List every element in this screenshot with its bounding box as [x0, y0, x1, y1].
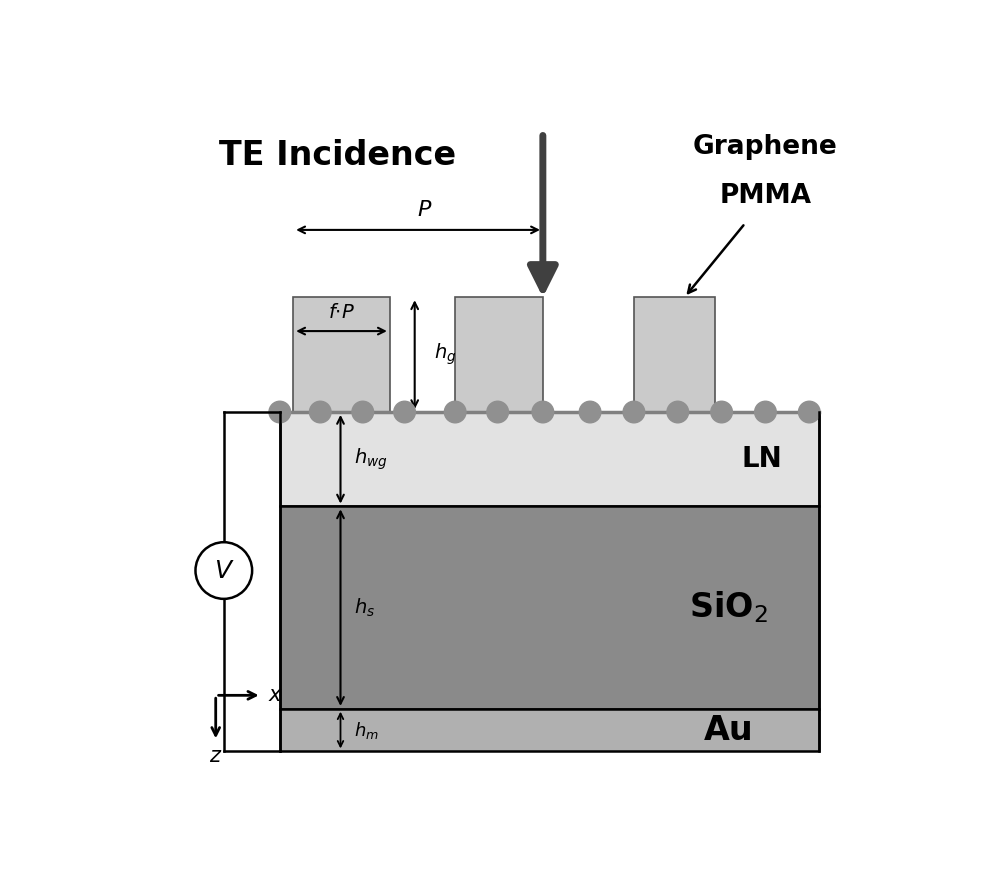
- Text: Au: Au: [704, 714, 753, 746]
- Text: $\mathit{x}$: $\mathit{x}$: [268, 685, 283, 705]
- Circle shape: [309, 401, 331, 423]
- Text: $\mathit{V}$: $\mathit{V}$: [214, 559, 234, 583]
- Text: LN: LN: [742, 445, 782, 473]
- Bar: [280, 412, 819, 506]
- Text: $\mathit{f{\cdot}P}$: $\mathit{f{\cdot}P}$: [328, 303, 355, 321]
- Circle shape: [352, 401, 374, 423]
- Circle shape: [195, 542, 252, 599]
- Text: $\mathit{h_m}$: $\mathit{h_m}$: [354, 719, 379, 740]
- Circle shape: [755, 401, 776, 423]
- Text: $\mathit{z}$: $\mathit{z}$: [209, 746, 222, 766]
- Text: $\mathit{h_s}$: $\mathit{h_s}$: [354, 597, 375, 618]
- Text: Graphene: Graphene: [693, 134, 838, 160]
- Text: SiO$_2$: SiO$_2$: [689, 590, 768, 625]
- Text: PMMA: PMMA: [719, 183, 811, 209]
- Circle shape: [487, 401, 508, 423]
- Circle shape: [444, 401, 466, 423]
- Circle shape: [394, 401, 415, 423]
- Text: $\mathit{P}$: $\mathit{P}$: [417, 200, 432, 220]
- Bar: [280, 506, 819, 709]
- Circle shape: [532, 401, 554, 423]
- Text: $\mathit{h_g}$: $\mathit{h_g}$: [434, 342, 456, 367]
- Circle shape: [667, 401, 689, 423]
- Circle shape: [623, 401, 645, 423]
- Text: $\mathit{h_{wg}}$: $\mathit{h_{wg}}$: [354, 447, 388, 472]
- Bar: [634, 297, 715, 412]
- Text: TE Incidence: TE Incidence: [219, 139, 456, 173]
- Circle shape: [579, 401, 601, 423]
- Bar: [280, 709, 819, 752]
- Circle shape: [798, 401, 820, 423]
- Bar: [455, 297, 543, 412]
- Circle shape: [711, 401, 732, 423]
- Bar: [293, 297, 390, 412]
- Circle shape: [269, 401, 291, 423]
